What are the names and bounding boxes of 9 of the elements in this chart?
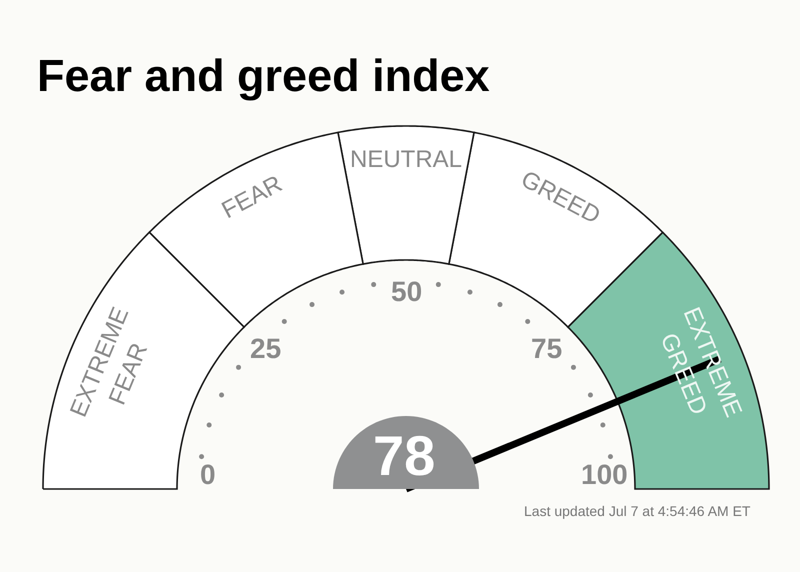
text: 100 [581, 459, 628, 490]
slice-label: NEUTRAL [350, 146, 462, 173]
text: 50 [391, 276, 422, 307]
chart-title: Fear and greed index [37, 50, 490, 101]
text: Last updated Jul 7 at 4:54:46 AM ET [524, 503, 751, 519]
text: 25 [250, 333, 282, 364]
text: 78 [373, 424, 436, 487]
text: 75 [531, 333, 562, 364]
text: 0 [200, 459, 216, 490]
